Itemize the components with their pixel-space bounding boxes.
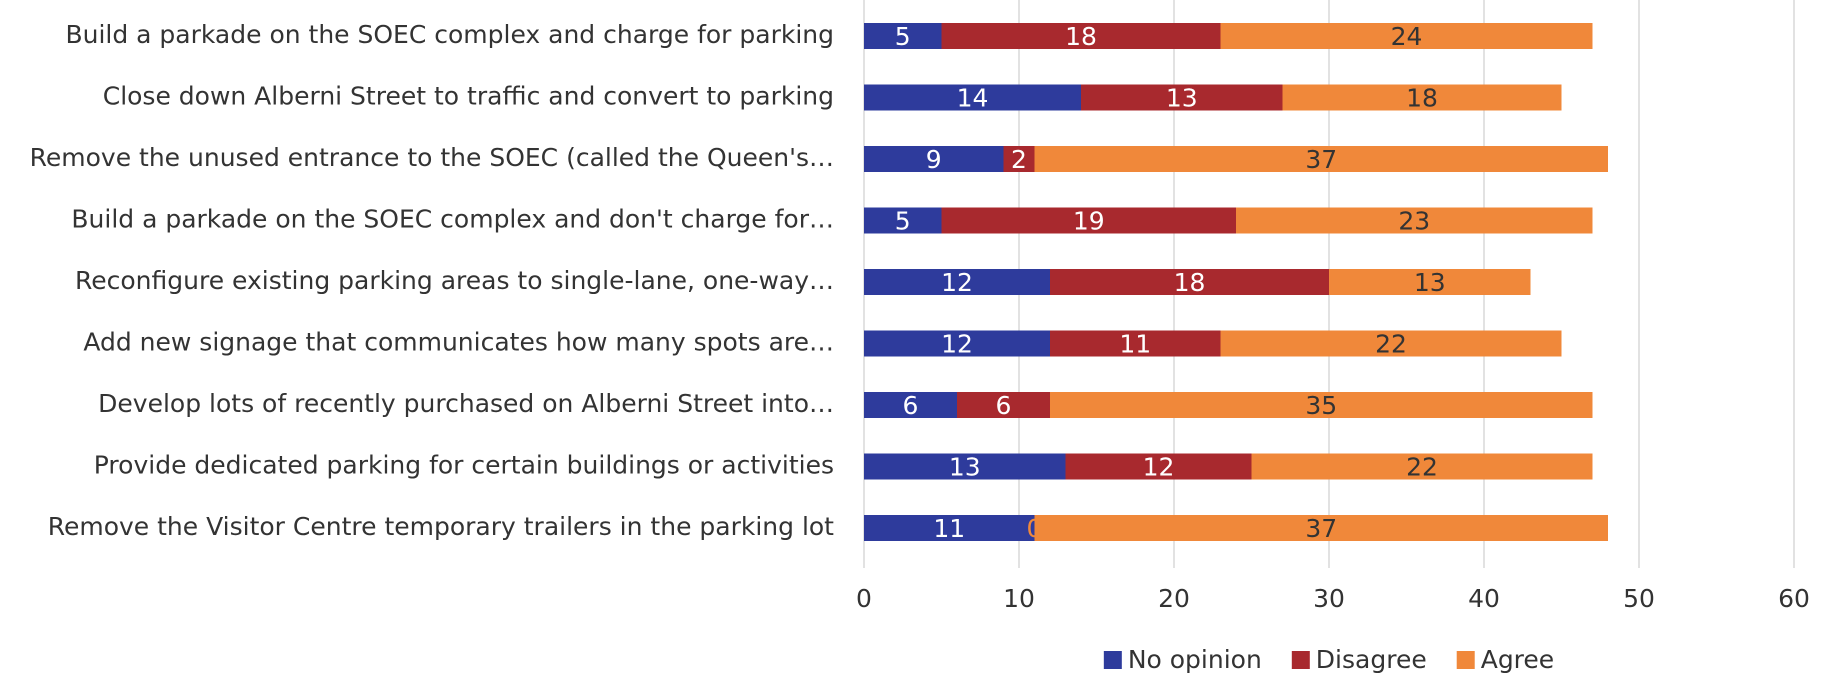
data-label: 18	[1065, 22, 1097, 51]
data-label: 6	[996, 391, 1012, 420]
data-label: 12	[1143, 453, 1175, 482]
data-label: 13	[949, 453, 981, 482]
bar-segment	[864, 453, 1066, 480]
y-tick-label: Remove the unused entrance to the SOEC (…	[30, 143, 834, 172]
bar-segment	[864, 146, 1004, 172]
bar-segment	[1251, 453, 1593, 480]
bar-segment	[864, 23, 942, 49]
x-tick-label: 30	[1313, 584, 1345, 613]
data-label: 9	[926, 145, 942, 174]
data-label: 11	[933, 514, 965, 543]
bar-segment	[1034, 515, 1608, 541]
legend-label: Disagree	[1316, 645, 1427, 674]
data-label: 14	[957, 84, 989, 113]
y-tick-label: Remove the Visitor Centre temporary trai…	[48, 512, 834, 541]
data-label: 22	[1375, 330, 1407, 359]
bar-segment	[1034, 146, 1608, 172]
y-tick-label: Reconfigure existing parking areas to si…	[75, 266, 834, 295]
data-label: 18	[1406, 84, 1438, 113]
bar-segment	[941, 207, 1236, 234]
bar-segment	[941, 23, 1221, 49]
legend: No opinion Disagree Agree	[1103, 645, 1554, 674]
bar-segment	[864, 84, 1081, 111]
legend-label: Agree	[1481, 645, 1554, 674]
data-label: 24	[1391, 22, 1423, 51]
data-label: 5	[895, 207, 911, 236]
data-label: 12	[941, 268, 973, 297]
data-label: 19	[1073, 207, 1105, 236]
bar-segment	[1220, 23, 1593, 49]
y-tick-label: Build a parkade on the SOEC complex and …	[71, 205, 834, 234]
y-tick-label: Add new signage that communicates how ma…	[83, 328, 834, 357]
bar-segment	[864, 515, 1035, 541]
bar-segment	[864, 330, 1050, 357]
x-tick-label: 50	[1623, 584, 1655, 613]
bar-segment	[1282, 84, 1562, 111]
bar-segment	[1050, 392, 1593, 418]
bar-segment	[1081, 84, 1283, 111]
y-tick-label: Provide dedicated parking for certain bu…	[94, 451, 834, 480]
bar-segment	[864, 392, 957, 418]
y-tick-label: Build a parkade on the SOEC complex and …	[65, 20, 834, 49]
bar-segment	[864, 269, 1050, 295]
x-tick-label: 10	[1003, 584, 1035, 613]
bar-segment	[1065, 453, 1252, 480]
x-tick-label: 40	[1468, 584, 1500, 613]
bar-segment	[1003, 146, 1035, 172]
bar-segment	[957, 392, 1050, 418]
data-label: 13	[1166, 84, 1198, 113]
data-label: 2	[1011, 145, 1027, 174]
y-tick-label: Close down Alberni Street to traffic and…	[103, 82, 834, 111]
data-label: 37	[1305, 145, 1337, 174]
bar-segment	[1329, 269, 1531, 295]
data-label: 37	[1305, 514, 1337, 543]
data-label: 22	[1406, 453, 1438, 482]
x-tick-label: 60	[1778, 584, 1810, 613]
legend-label: No opinion	[1128, 645, 1262, 674]
bar-segment	[1050, 269, 1329, 295]
x-tick-label: 20	[1158, 584, 1190, 613]
data-label: 13	[1414, 268, 1446, 297]
data-label: 23	[1398, 207, 1430, 236]
x-tick-label: 0	[856, 584, 872, 613]
data-label: 6	[903, 391, 919, 420]
bar-segment	[864, 207, 942, 234]
bar-segment	[1220, 330, 1562, 357]
data-label: 5	[895, 22, 911, 51]
data-label: 12	[941, 330, 973, 359]
bar-segment	[1236, 207, 1593, 234]
bar-segment	[1050, 330, 1221, 357]
data-label: 18	[1174, 268, 1206, 297]
data-label: 11	[1119, 330, 1151, 359]
y-tick-label: Develop lots of recently purchased on Al…	[98, 389, 834, 418]
legend-swatch	[1456, 651, 1475, 669]
legend-swatch	[1291, 651, 1310, 669]
legend-swatch	[1103, 651, 1122, 669]
data-label: 35	[1305, 391, 1337, 420]
